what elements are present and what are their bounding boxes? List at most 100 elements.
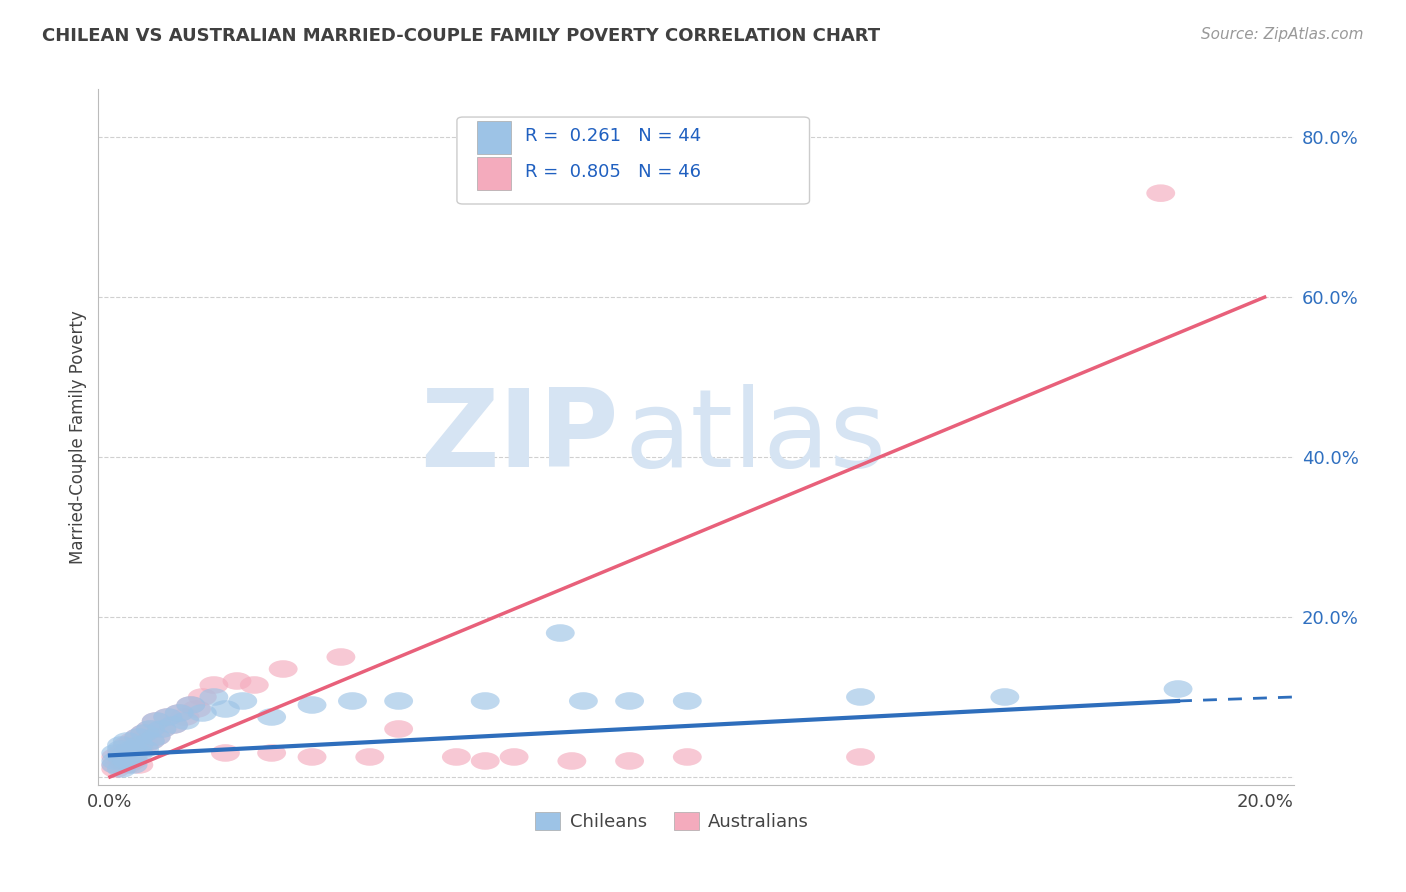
Ellipse shape [211,744,240,762]
Ellipse shape [153,708,183,726]
Ellipse shape [142,728,170,746]
Ellipse shape [101,760,131,778]
Ellipse shape [148,720,176,738]
Ellipse shape [107,748,136,765]
Y-axis label: Married-Couple Family Poverty: Married-Couple Family Poverty [69,310,87,564]
Ellipse shape [107,740,136,758]
Ellipse shape [499,748,529,765]
Ellipse shape [124,740,153,758]
Ellipse shape [112,756,142,773]
Ellipse shape [101,752,131,770]
Ellipse shape [673,692,702,710]
Ellipse shape [153,708,183,726]
Ellipse shape [200,676,228,694]
Ellipse shape [112,752,142,770]
Ellipse shape [118,748,148,765]
Ellipse shape [159,716,188,734]
Ellipse shape [124,756,153,773]
Ellipse shape [222,673,252,690]
Text: Source: ZipAtlas.com: Source: ZipAtlas.com [1201,27,1364,42]
Ellipse shape [176,696,205,714]
Ellipse shape [240,676,269,694]
Ellipse shape [148,720,176,738]
Ellipse shape [131,724,159,742]
Ellipse shape [118,752,148,770]
Ellipse shape [471,692,499,710]
Ellipse shape [188,704,217,722]
Ellipse shape [107,760,136,778]
Ellipse shape [142,712,170,730]
Text: ZIP: ZIP [420,384,619,490]
Legend: Chileans, Australians: Chileans, Australians [529,805,815,838]
Ellipse shape [616,752,644,770]
Ellipse shape [356,748,384,765]
Ellipse shape [112,732,142,750]
Ellipse shape [131,724,159,742]
Ellipse shape [384,692,413,710]
Ellipse shape [107,736,136,754]
Ellipse shape [269,660,298,678]
Ellipse shape [131,740,159,758]
Ellipse shape [131,736,159,754]
Ellipse shape [101,748,131,765]
Ellipse shape [228,692,257,710]
Ellipse shape [101,756,131,773]
Ellipse shape [159,716,188,734]
Ellipse shape [101,756,131,773]
Ellipse shape [118,756,148,773]
Ellipse shape [471,752,499,770]
Ellipse shape [112,736,142,754]
Ellipse shape [170,712,200,730]
Ellipse shape [546,624,575,642]
Text: R =  0.805   N = 46: R = 0.805 N = 46 [524,163,702,181]
Ellipse shape [846,689,875,706]
Ellipse shape [441,748,471,765]
Ellipse shape [176,696,205,714]
Ellipse shape [118,744,148,762]
Ellipse shape [557,752,586,770]
Text: atlas: atlas [624,384,886,490]
Ellipse shape [124,728,153,746]
Ellipse shape [136,732,165,750]
Ellipse shape [616,692,644,710]
Ellipse shape [846,748,875,765]
Ellipse shape [337,692,367,710]
Ellipse shape [118,732,148,750]
Ellipse shape [101,744,131,762]
Ellipse shape [165,704,194,722]
Ellipse shape [136,720,165,738]
Ellipse shape [136,720,165,738]
Ellipse shape [990,689,1019,706]
Ellipse shape [1164,681,1192,698]
FancyBboxPatch shape [477,120,510,154]
Ellipse shape [107,752,136,770]
Ellipse shape [124,728,153,746]
Ellipse shape [200,689,228,706]
Ellipse shape [326,648,356,665]
Ellipse shape [142,712,170,730]
Ellipse shape [211,700,240,718]
Ellipse shape [112,748,142,765]
Ellipse shape [298,696,326,714]
FancyBboxPatch shape [457,117,810,204]
Ellipse shape [673,748,702,765]
FancyBboxPatch shape [477,157,510,190]
Ellipse shape [188,689,217,706]
Ellipse shape [165,704,194,722]
Ellipse shape [257,708,285,726]
Ellipse shape [118,740,148,758]
Ellipse shape [1146,185,1175,202]
Ellipse shape [298,748,326,765]
Ellipse shape [136,732,165,750]
Ellipse shape [384,720,413,738]
Ellipse shape [257,744,285,762]
Ellipse shape [112,744,142,762]
Ellipse shape [142,728,170,746]
Ellipse shape [107,744,136,762]
Ellipse shape [183,700,211,718]
Ellipse shape [170,708,200,726]
Ellipse shape [124,744,153,762]
Text: CHILEAN VS AUSTRALIAN MARRIED-COUPLE FAMILY POVERTY CORRELATION CHART: CHILEAN VS AUSTRALIAN MARRIED-COUPLE FAM… [42,27,880,45]
Ellipse shape [124,736,153,754]
Ellipse shape [569,692,598,710]
